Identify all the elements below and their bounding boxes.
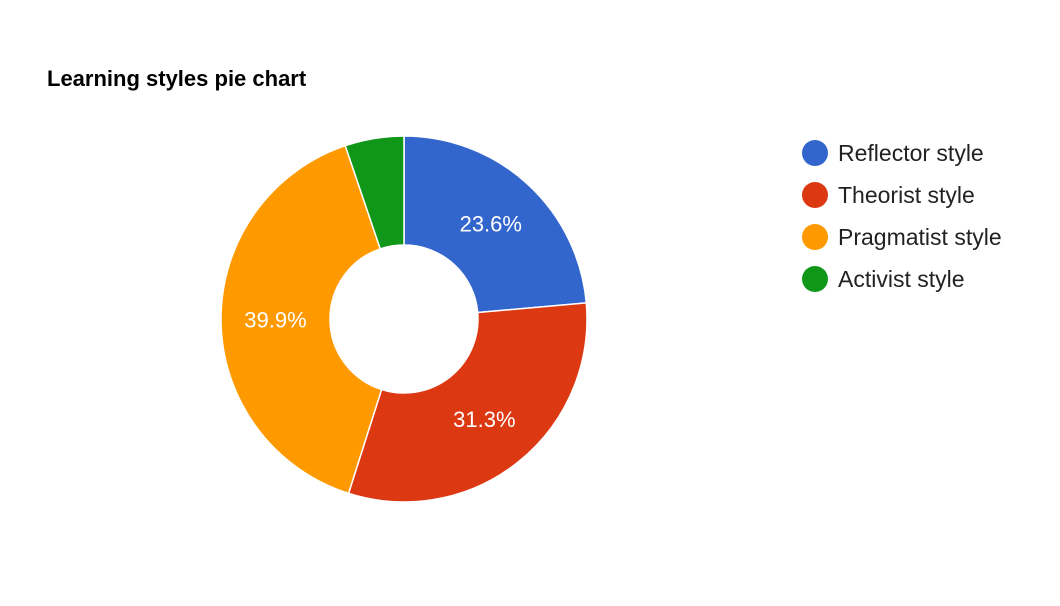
legend-swatch <box>802 266 828 292</box>
legend-item-pragmatist-style[interactable]: Pragmatist style <box>802 216 1002 258</box>
slice-pragmatist-style[interactable] <box>220 144 383 495</box>
slice-activist-style[interactable] <box>344 135 405 250</box>
labels-group: 23.6% 31.3% 39.9% <box>244 212 522 432</box>
slice-reflector-style[interactable] <box>403 135 588 314</box>
legend-swatch <box>802 224 828 250</box>
legend-label: Pragmatist style <box>838 223 1002 250</box>
legend: Reflector style Theorist style Pragmatist … <box>802 132 1002 300</box>
legend-swatch <box>802 140 828 166</box>
legend-label: Activist style <box>838 265 965 292</box>
legend-label: Theorist style <box>838 181 975 208</box>
legend-item-reflector-style[interactable]: Reflector style <box>802 132 1002 174</box>
data-label-pragmatist-style: 39.9% <box>244 308 306 333</box>
legend-label: Reflector style <box>838 139 984 166</box>
legend-item-theorist-style[interactable]: Theorist style <box>802 174 1002 216</box>
data-label-theorist-style: 31.3% <box>453 407 515 432</box>
legend-item-activist-style[interactable]: Activist style <box>802 258 1002 300</box>
data-label-reflector-style: 23.6% <box>460 212 522 237</box>
slices-group <box>220 135 588 503</box>
legend-swatch <box>802 182 828 208</box>
slice-theorist-style[interactable] <box>347 302 588 503</box>
chart-title: Learning styles pie chart <box>47 66 307 91</box>
